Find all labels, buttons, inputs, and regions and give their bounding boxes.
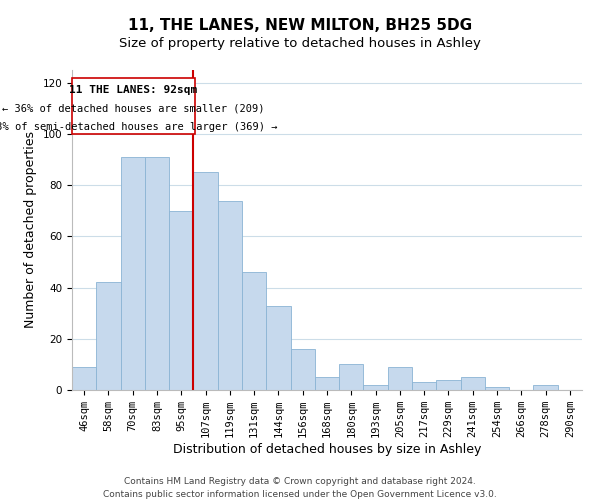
Text: ← 36% of detached houses are smaller (209): ← 36% of detached houses are smaller (20… <box>2 104 265 114</box>
Text: Size of property relative to detached houses in Ashley: Size of property relative to detached ho… <box>119 38 481 51</box>
Bar <box>364 385 388 390</box>
Bar <box>339 364 364 390</box>
Text: 63% of semi-detached houses are larger (369) →: 63% of semi-detached houses are larger (… <box>0 122 277 132</box>
FancyBboxPatch shape <box>72 78 194 134</box>
Bar <box>218 200 242 390</box>
Text: Contains public sector information licensed under the Open Government Licence v3: Contains public sector information licen… <box>103 490 497 499</box>
Bar <box>242 272 266 390</box>
Bar <box>436 380 461 390</box>
Bar <box>72 367 96 390</box>
Text: 11 THE LANES: 92sqm: 11 THE LANES: 92sqm <box>69 86 197 96</box>
Bar <box>412 382 436 390</box>
Bar <box>145 157 169 390</box>
Bar <box>266 306 290 390</box>
Text: 11, THE LANES, NEW MILTON, BH25 5DG: 11, THE LANES, NEW MILTON, BH25 5DG <box>128 18 472 32</box>
Bar <box>169 211 193 390</box>
Bar <box>388 367 412 390</box>
Bar <box>290 349 315 390</box>
Bar <box>96 282 121 390</box>
Text: Contains HM Land Registry data © Crown copyright and database right 2024.: Contains HM Land Registry data © Crown c… <box>124 478 476 486</box>
Bar <box>485 388 509 390</box>
Bar <box>121 157 145 390</box>
Bar <box>461 377 485 390</box>
Bar <box>315 377 339 390</box>
Bar <box>193 172 218 390</box>
Bar <box>533 385 558 390</box>
Y-axis label: Number of detached properties: Number of detached properties <box>24 132 37 328</box>
X-axis label: Distribution of detached houses by size in Ashley: Distribution of detached houses by size … <box>173 443 481 456</box>
